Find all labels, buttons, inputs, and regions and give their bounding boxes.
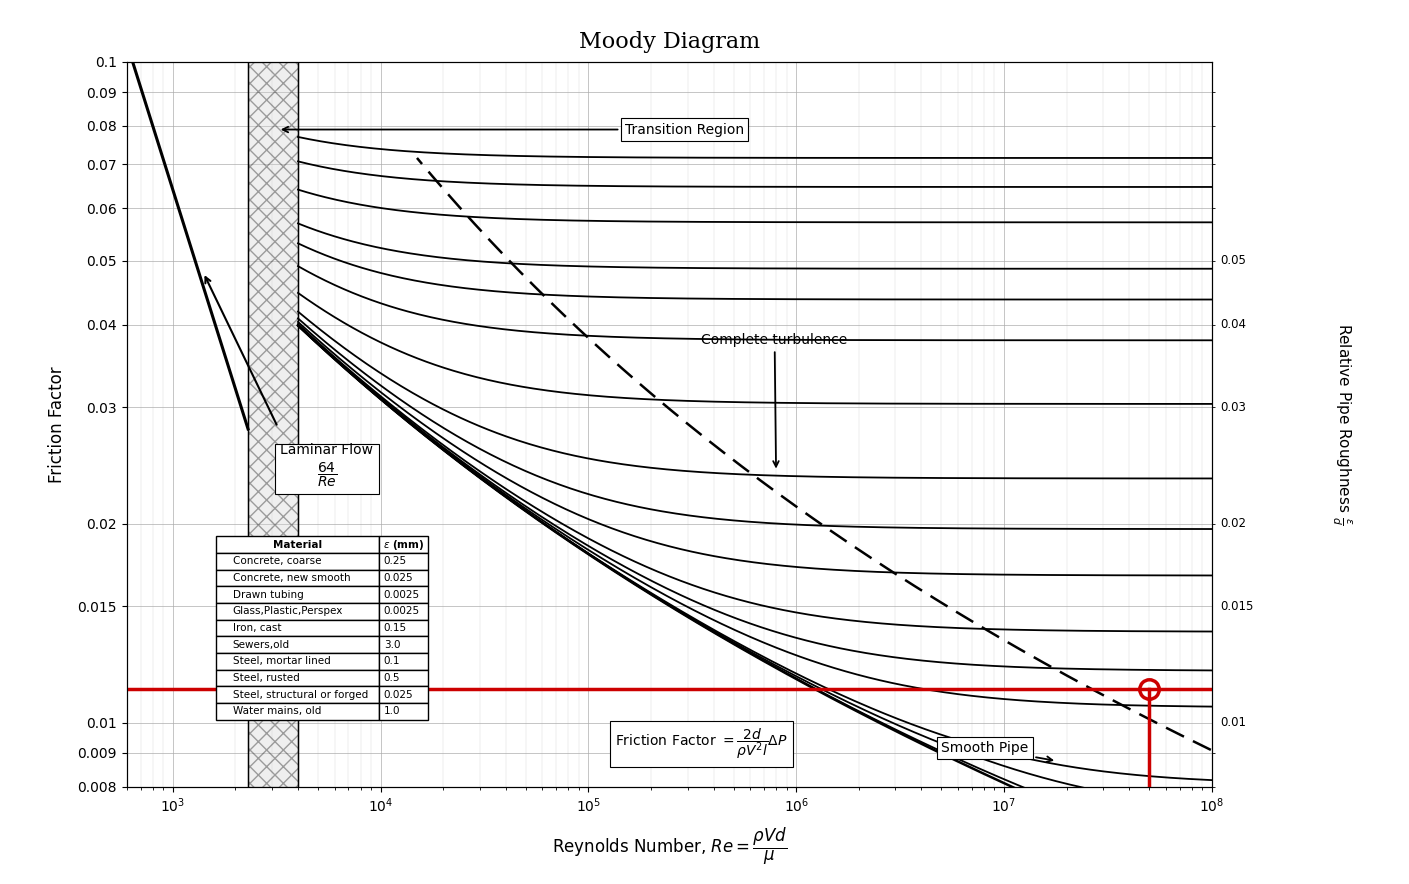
Text: Smooth Pipe: Smooth Pipe [941,741,1053,762]
Text: Transition Region: Transition Region [283,123,744,136]
Text: Laminar Flow
$\dfrac{64}{Re}$: Laminar Flow $\dfrac{64}{Re}$ [280,443,373,489]
Text: Complete turbulence: Complete turbulence [702,332,848,467]
Text: 0.01: 0.01 [1220,716,1246,729]
Title: Moody Diagram: Moody Diagram [579,31,759,53]
Y-axis label: Friction Factor: Friction Factor [48,366,66,483]
Text: Friction Factor $= \dfrac{2d}{\rho V^2 l} \Delta P$: Friction Factor $= \dfrac{2d}{\rho V^2 l… [616,726,788,761]
Bar [248,62,297,787]
Y-axis label: Relative Pipe Roughness $\frac{\varepsilon}{d}$: Relative Pipe Roughness $\frac{\varepsil… [1330,324,1354,525]
Text: 0.05: 0.05 [1220,255,1246,267]
Text: 0.04: 0.04 [1220,318,1246,332]
X-axis label: Reynolds Number, $Re = \dfrac{\rho V d}{\mu}$: Reynolds Number, $Re = \dfrac{\rho V d}{… [551,827,788,867]
Text: 0.03: 0.03 [1220,401,1246,414]
Text: 0.02: 0.02 [1220,517,1246,530]
Text: 0.015: 0.015 [1220,600,1254,613]
